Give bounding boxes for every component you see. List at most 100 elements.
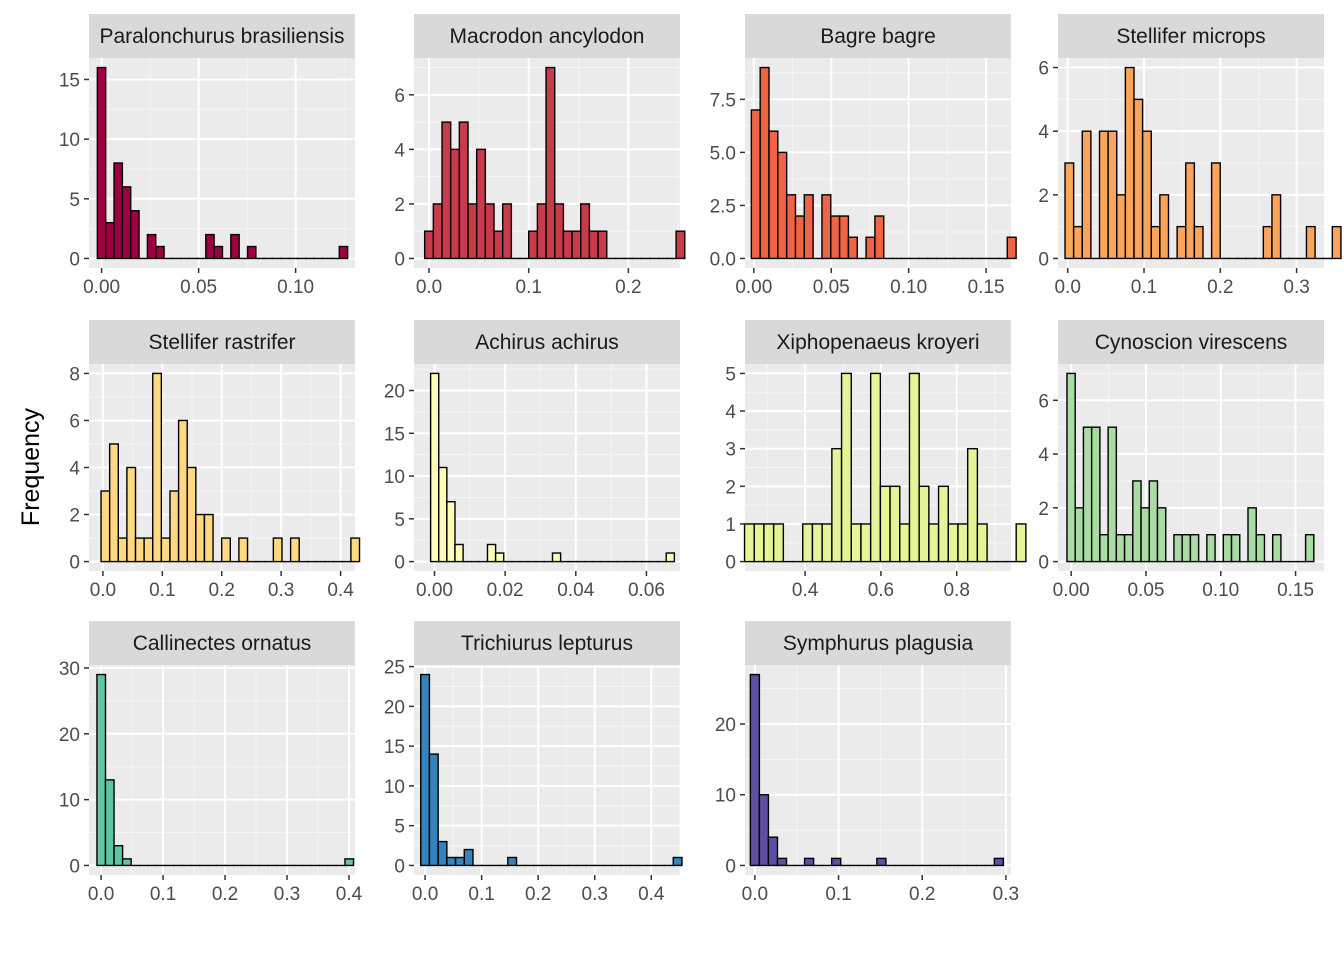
histogram-bar [344, 858, 355, 867]
histogram-bar [847, 236, 858, 260]
y-tick-label: 5 [394, 510, 405, 531]
histogram-bar [1247, 507, 1257, 563]
y-tick-label: 10 [384, 467, 405, 488]
y-tick-label: 0 [69, 856, 80, 877]
histogram-bar [1074, 507, 1085, 563]
x-tick-label: 0.06 [628, 580, 665, 601]
histogram-bar [536, 203, 547, 260]
x-tick-label: 0.0 [742, 884, 768, 905]
histogram-bar [220, 537, 231, 563]
histogram-bar [776, 857, 788, 867]
histogram-bar [1123, 534, 1134, 563]
histogram-bar [1305, 225, 1316, 260]
histogram-bar [203, 513, 214, 563]
x-tick-label: 0.2 [525, 884, 551, 905]
x-tick-label: 0.15 [1277, 580, 1314, 601]
histogram-bar [463, 848, 474, 867]
facet-panel: Achirus achirus 0.00 0.02 0.04 0.06 0 5 10 15 20 [384, 320, 680, 601]
histogram-bar [113, 162, 124, 260]
histogram-bar [438, 466, 448, 563]
x-tick-label: 0.1 [516, 277, 542, 298]
x-tick-label: 0.00 [735, 277, 772, 298]
histogram-bar [957, 523, 969, 563]
y-tick-label: 0 [725, 856, 736, 877]
y-tick-label: 4 [725, 402, 736, 423]
y-tick-label: 6 [1038, 59, 1049, 80]
histogram-bar [821, 194, 832, 260]
histogram-bar [446, 856, 457, 867]
histogram-bar [246, 245, 257, 260]
panel-background [745, 665, 1011, 875]
histogram-bar [104, 221, 115, 260]
y-tick-label: 10 [384, 777, 405, 798]
histogram-bar [1140, 507, 1150, 563]
histogram-bar [675, 230, 686, 260]
y-tick-label: 8 [69, 364, 80, 385]
histogram-bar [428, 753, 439, 867]
y-tick-label: 7.5 [710, 90, 736, 111]
histogram-bar [1173, 534, 1183, 563]
histogram-bar [879, 485, 891, 563]
facet-panel: Symphurus plagusia 0.0 0.1 0.2 0.3 0 10 20 [715, 621, 1019, 905]
y-tick-label: 3 [725, 440, 736, 461]
histogram-bar [803, 194, 814, 260]
y-tick-label: 20 [59, 725, 80, 746]
histogram-bar [993, 857, 1005, 867]
facet-panel: Stellifer rastrifer 0.0 0.1 0.2 0.3 0.4 0 2 4 6 8 [69, 320, 361, 601]
histogram-bar [918, 485, 930, 563]
facet-strip [414, 621, 680, 665]
facet-title: Xiphopenaeus kroyeri [776, 331, 979, 354]
x-tick-label: 0.6 [868, 580, 894, 601]
histogram-bar [528, 230, 539, 260]
facet-strip [1058, 14, 1324, 58]
x-tick-label: 0.00 [1053, 580, 1090, 601]
histogram-bar [213, 245, 224, 260]
histogram-bar [874, 215, 885, 260]
histogram-bar [966, 447, 979, 563]
facet-title: Symphurus plagusia [783, 632, 974, 655]
histogram-bar [100, 490, 111, 563]
facet-strip [414, 14, 680, 58]
facet-title: Stellifer microps [1116, 25, 1265, 48]
histogram-bar [588, 230, 599, 260]
histogram-bar [1176, 225, 1187, 260]
histogram-bar [486, 543, 497, 563]
panel-background [414, 665, 680, 875]
histogram-bar [272, 537, 283, 563]
histogram-bar [937, 485, 949, 563]
x-tick-label: 0.3 [993, 884, 1019, 905]
histogram-bar [437, 840, 448, 867]
histogram-bar [869, 372, 882, 563]
histogram-bar [551, 552, 562, 563]
histogram-bar [338, 245, 349, 260]
histogram-bar [743, 523, 755, 563]
y-tick-label: 0 [394, 856, 405, 877]
histogram-bar [908, 372, 920, 563]
y-tick-label: 0 [394, 553, 405, 574]
histogram-bar [1150, 225, 1161, 260]
histogram-bar [475, 148, 487, 260]
facet-strip [745, 621, 1011, 665]
x-tick-label: 0.3 [582, 884, 608, 905]
histogram-bar [928, 523, 940, 563]
histogram-bar [1107, 426, 1118, 563]
facet-title: Callinectes ornatus [133, 632, 312, 655]
histogram-bar [423, 230, 435, 260]
y-tick-label: 0 [1038, 553, 1049, 574]
x-tick-label: 0.10 [1202, 580, 1239, 601]
x-tick-label: 0.10 [890, 277, 927, 298]
y-tick-label: 2 [69, 506, 80, 527]
histogram-bar [146, 233, 157, 260]
histogram-bar [454, 543, 464, 563]
histogram-bar [768, 130, 779, 260]
histogram-bar [976, 523, 988, 563]
histogram-bar [753, 523, 765, 563]
histogram-bar [831, 447, 843, 563]
facet-title: Trichiurus lepturus [461, 632, 633, 655]
histogram-bar [759, 66, 770, 260]
histogram-bar [1193, 225, 1204, 260]
x-tick-label: 0.4 [327, 580, 354, 601]
histogram-bar [1124, 66, 1135, 260]
y-tick-label: 2 [1038, 499, 1049, 520]
